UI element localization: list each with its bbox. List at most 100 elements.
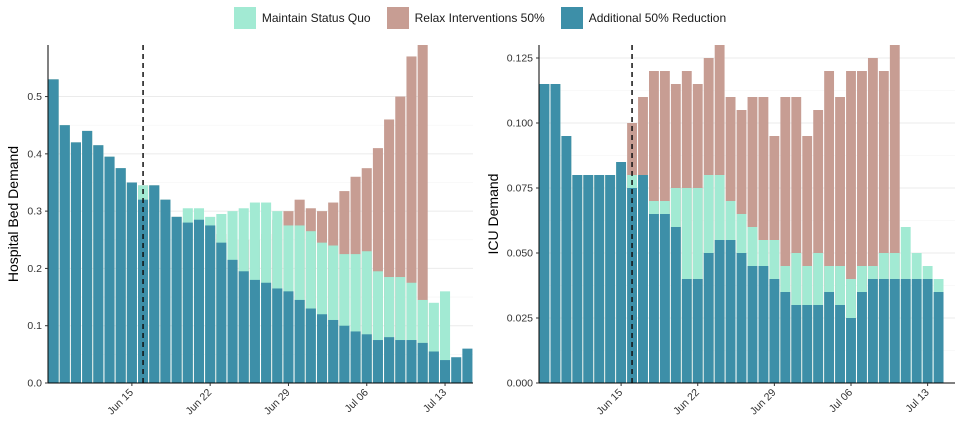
bar (616, 162, 627, 383)
y-tick-label: 0.0 (27, 378, 42, 390)
bar (627, 188, 637, 383)
bar (703, 253, 714, 383)
bar (539, 84, 550, 383)
bar (428, 302, 439, 383)
bar (417, 299, 428, 383)
bar (692, 279, 703, 383)
x-tick-label: Jun 22 (184, 387, 215, 418)
y-tick-label: 0.075 (507, 183, 533, 195)
y-axis-title: Hospital Bed Demand (5, 146, 21, 282)
bar (846, 71, 856, 383)
bar (747, 266, 758, 383)
bar (878, 71, 889, 383)
bar (802, 305, 813, 383)
bar (681, 279, 692, 383)
bar (339, 254, 350, 383)
bar (889, 45, 900, 383)
bar (813, 110, 824, 383)
y-tick-label: 0.5 (27, 91, 42, 103)
bar (272, 288, 283, 383)
bar (328, 319, 339, 383)
bar (824, 292, 835, 383)
bar (70, 142, 81, 383)
bar (395, 340, 406, 383)
bar (372, 148, 383, 383)
bar (160, 199, 171, 383)
bar (802, 136, 813, 383)
bar (462, 348, 473, 383)
bar (933, 292, 944, 383)
bar (350, 331, 361, 383)
bar (115, 168, 126, 383)
y-tick-label: 0.4 (27, 148, 42, 160)
x-tick-label: Jul 13 (421, 387, 449, 415)
bar (227, 259, 238, 383)
y-tick-label: 0.125 (507, 53, 533, 65)
bar (305, 231, 316, 383)
legend-label: Additional 50% Reduction (588, 11, 727, 25)
legend-swatch (386, 7, 409, 29)
x-tick-label: Jun 29 (748, 387, 779, 418)
bar (900, 279, 911, 383)
bar (670, 227, 681, 383)
x-tick-label: Jul 06 (343, 387, 371, 415)
bar (372, 340, 383, 383)
bar (316, 242, 328, 383)
x-tick-label: Jun 29 (262, 387, 293, 418)
bar (384, 119, 395, 383)
bar (835, 97, 845, 383)
bar (305, 308, 316, 383)
bar (395, 96, 406, 383)
bar (126, 182, 137, 383)
y-tick-label: 0.000 (507, 378, 533, 390)
chart-panel-2: 0.000 0.025 0.050 0.075 0.100 0.125 Jun 15 Jun … (485, 45, 955, 417)
bar (857, 292, 867, 383)
bar (48, 79, 59, 384)
bar (328, 245, 339, 383)
y-tick-label: 0.050 (507, 248, 533, 260)
bar (922, 279, 933, 383)
y-tick-label: 0.100 (507, 118, 533, 130)
bar (835, 305, 845, 383)
bar (791, 97, 802, 383)
bar (867, 279, 878, 383)
legend-label: Maintain Status Quo (261, 11, 371, 25)
bar (261, 282, 272, 383)
y-axis-title: ICU Demand (485, 174, 501, 255)
bar (780, 97, 791, 383)
legend-item: Relax Interventions 50% (386, 7, 545, 29)
bar (171, 216, 182, 383)
bar (339, 325, 350, 383)
bar (417, 45, 428, 383)
bar (149, 185, 160, 383)
bar (59, 125, 70, 383)
bar (372, 271, 383, 383)
bar (780, 292, 791, 383)
bar (846, 318, 856, 383)
bar (769, 279, 780, 383)
bar (583, 175, 594, 383)
bar (911, 279, 922, 383)
bar (283, 291, 294, 383)
bar (791, 305, 802, 383)
bar (857, 71, 867, 383)
bar (440, 291, 451, 383)
bar (451, 357, 462, 383)
bar (82, 130, 93, 383)
bar (406, 56, 417, 383)
y-tick-label: 0.3 (27, 206, 42, 218)
bar (182, 222, 193, 383)
bar (406, 282, 417, 383)
bar (104, 156, 115, 383)
bar (572, 175, 583, 383)
bar (294, 299, 305, 383)
bar (316, 314, 328, 383)
x-tick-label: Jul 13 (903, 387, 931, 415)
bar (361, 334, 372, 383)
bar (659, 214, 670, 383)
bar (238, 271, 249, 383)
bar (205, 225, 216, 383)
bar (725, 240, 736, 383)
bar (216, 242, 227, 383)
